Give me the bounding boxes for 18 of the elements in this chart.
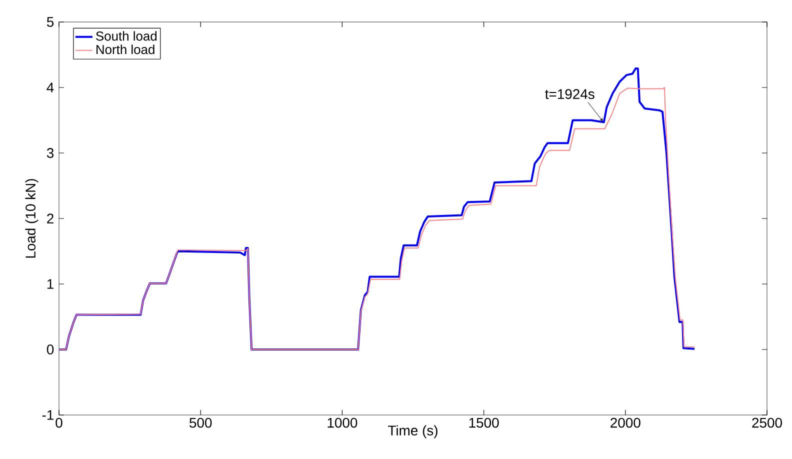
x-tick-label: 500 [190,418,212,428]
y-tick-label: 3 [46,148,54,158]
y-tick-label: 0 [46,344,54,354]
x-tick-label: 1000 [328,418,358,428]
x-axis-title: Time (s) [388,425,438,438]
legend-label: North load [96,44,154,54]
x-tick-label: 0 [56,418,62,428]
x-tick-label: 1500 [469,418,499,428]
y-tick-label: 1 [47,279,54,289]
annotation: t=1924s [545,89,594,100]
y-axis-title: Load (10 kN) [25,179,38,258]
y-tick-label: 2 [47,214,54,224]
y-tick-label: -1 [42,410,54,420]
x-tick-label: 2000 [610,418,640,428]
x-tick-label: 2500 [752,418,782,428]
y-tick-label: 4 [46,82,54,92]
y-tick-label: 5 [46,17,54,27]
legend-label: South load [96,31,157,41]
